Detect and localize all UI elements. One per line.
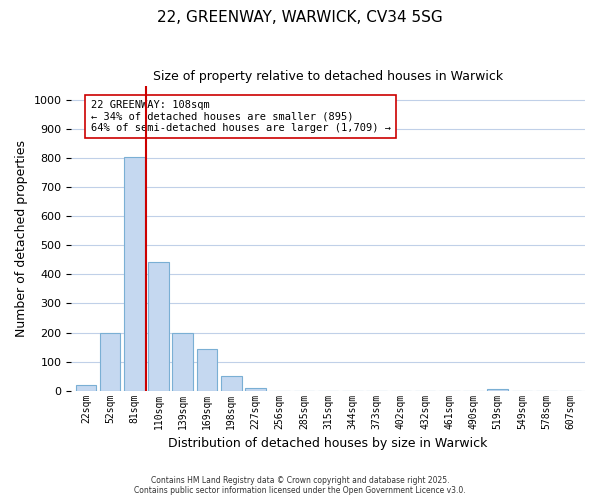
- Bar: [487, 389, 508, 390]
- Bar: [197, 349, 217, 391]
- Bar: [124, 158, 145, 390]
- Bar: [148, 262, 169, 390]
- X-axis label: Distribution of detached houses by size in Warwick: Distribution of detached houses by size …: [169, 437, 488, 450]
- Bar: [245, 388, 266, 390]
- Bar: [221, 376, 242, 390]
- Title: Size of property relative to detached houses in Warwick: Size of property relative to detached ho…: [153, 70, 503, 83]
- Y-axis label: Number of detached properties: Number of detached properties: [15, 140, 28, 336]
- Text: 22 GREENWAY: 108sqm
← 34% of detached houses are smaller (895)
64% of semi-detac: 22 GREENWAY: 108sqm ← 34% of detached ho…: [91, 100, 391, 134]
- Bar: [100, 334, 121, 390]
- Text: 22, GREENWAY, WARWICK, CV34 5SG: 22, GREENWAY, WARWICK, CV34 5SG: [157, 10, 443, 25]
- Bar: [76, 385, 96, 390]
- Text: Contains HM Land Registry data © Crown copyright and database right 2025.
Contai: Contains HM Land Registry data © Crown c…: [134, 476, 466, 495]
- Bar: [172, 333, 193, 390]
